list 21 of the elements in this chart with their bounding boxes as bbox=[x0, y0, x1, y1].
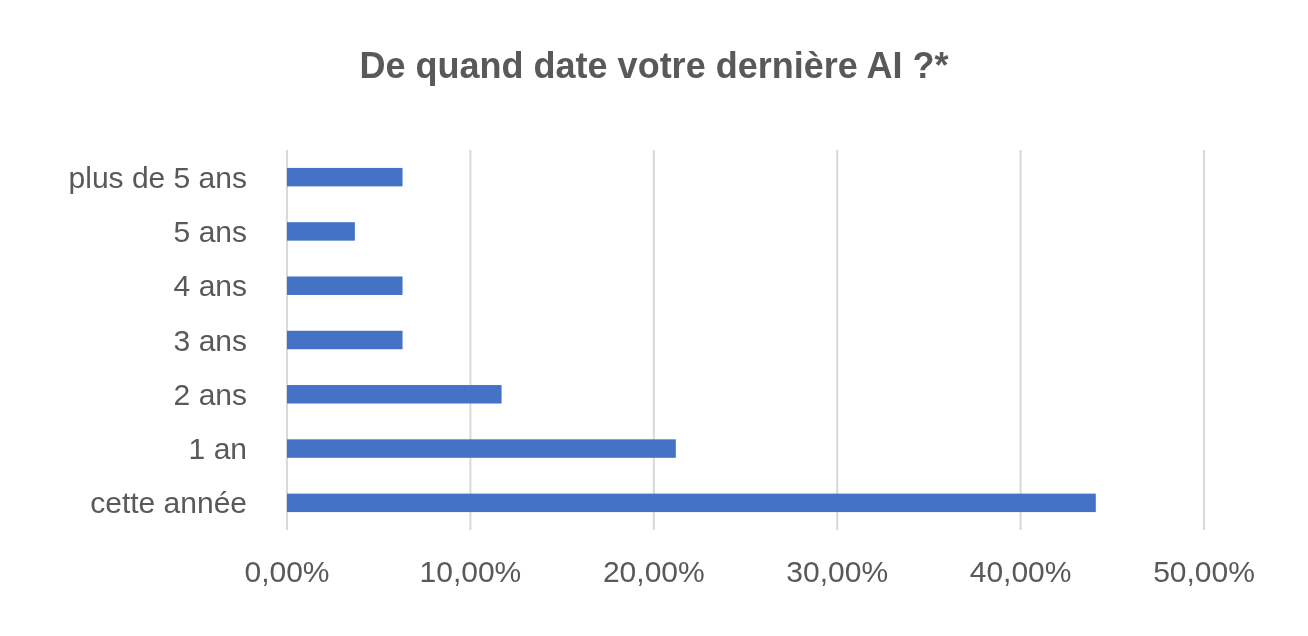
y-tick-label: 1 an bbox=[188, 432, 247, 466]
x-tick-label: 50,00% bbox=[1153, 555, 1255, 588]
y-tick-label: 4 ans bbox=[173, 269, 247, 303]
bar bbox=[287, 167, 403, 187]
bar bbox=[287, 330, 403, 350]
y-tick-label: 5 ans bbox=[173, 214, 247, 248]
x-tick-label: 40,00% bbox=[969, 555, 1072, 588]
x-tick-label: 20,00% bbox=[602, 555, 705, 588]
bar bbox=[287, 385, 502, 404]
bar bbox=[287, 222, 355, 241]
x-tick-label: 10,00% bbox=[419, 555, 522, 588]
x-tick-label: 0,00% bbox=[244, 555, 330, 588]
y-tick-label: cette année bbox=[90, 486, 247, 520]
y-tick-label: 3 ans bbox=[173, 323, 247, 357]
bar bbox=[287, 276, 403, 295]
bar bbox=[287, 493, 1096, 513]
y-tick-label: 2 ans bbox=[173, 377, 247, 411]
y-tick-label: plus de 5 ans bbox=[68, 160, 247, 194]
x-tick-label: 30,00% bbox=[786, 555, 889, 588]
bar bbox=[287, 439, 676, 458]
chart-title: De quand date votre dernière AI ?* bbox=[359, 45, 949, 86]
